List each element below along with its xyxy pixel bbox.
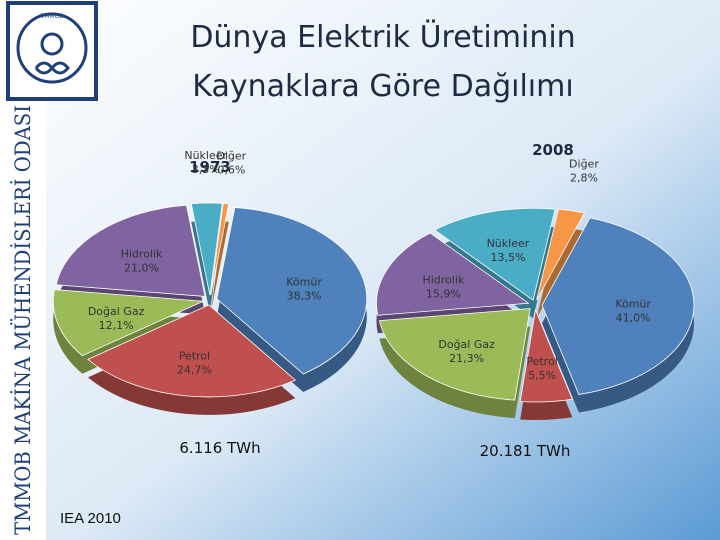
- title-line: Dünya Elektrik Üretiminin: [190, 19, 575, 55]
- pie-chart: 1973 6.116 TWh Kömür 38,3% Petrol 24,7% Doğal …: [52, 149, 368, 457]
- slice-category: Petrol: [179, 349, 210, 362]
- slice-value: 13,5%: [490, 251, 525, 264]
- chart-title: 1973: [189, 158, 231, 176]
- slice: [536, 208, 586, 301]
- slice-label: Diğer 0,6%: [216, 149, 246, 176]
- slice-value: 38,3%: [287, 289, 322, 302]
- slice-label: Petrol 5,5%: [526, 355, 557, 382]
- slice-label: Hidrolik 15,9%: [422, 273, 464, 300]
- slice: [52, 289, 204, 357]
- slice: [55, 204, 206, 297]
- slice-label: Nükleer 13,5%: [487, 237, 530, 264]
- source: IEA 2010: [60, 510, 121, 527]
- slice-value: 21,3%: [449, 352, 484, 365]
- slice-category: Doğal Gaz: [88, 305, 145, 318]
- slice-category: Diğer: [569, 157, 599, 170]
- slice-value: 12,1%: [99, 319, 134, 332]
- slice-label: Doğal Gaz 12,1%: [88, 305, 145, 332]
- chart-title: 2008: [532, 141, 574, 159]
- slice-value: 2,8%: [570, 171, 598, 184]
- slice-category: Doğal Gaz: [438, 338, 495, 351]
- slice-value: 21,0%: [124, 261, 159, 274]
- slice-label: Doğal Gaz 21,3%: [438, 338, 495, 365]
- slice-category: Kömür: [615, 297, 651, 310]
- slice-value: 24,7%: [177, 363, 212, 376]
- slice-category: Hidrolik: [422, 273, 464, 286]
- total-label: 20.181 TWh: [480, 442, 571, 460]
- slice-label: Petrol 24,7%: [177, 349, 212, 376]
- slice-value: 0,6%: [217, 163, 245, 176]
- slice: [378, 308, 531, 401]
- slice: [433, 207, 556, 301]
- slice: [541, 217, 695, 395]
- logo: TMMOB: [6, 1, 98, 101]
- side-text: TMMOB MAKİNA MÜHENDİSLERİ ODASI: [10, 105, 35, 535]
- slice: [87, 304, 297, 398]
- slice: [519, 308, 573, 403]
- slice-side: [210, 221, 229, 314]
- slice-value: 41,0%: [616, 311, 651, 324]
- slice: [216, 207, 368, 375]
- title-line: Kaynaklara Göre Dağılımı: [192, 69, 573, 104]
- slice-category: Nükleer: [487, 237, 530, 250]
- slice-value: 3,3%: [192, 163, 220, 176]
- slice-category: Diğer: [216, 149, 246, 162]
- total-label: 6.116 TWh: [179, 439, 260, 457]
- slice-label: Kömür 41,0%: [615, 297, 651, 324]
- slice-category: Hidrolik: [121, 247, 163, 260]
- slice-label: Nükleer 3,3%: [184, 149, 227, 176]
- slice-category: Nükleer: [184, 149, 227, 162]
- slice: [210, 202, 230, 296]
- pie-chart: 2008 20.181 TWh Kömür 41,0% Petrol 5,5% Doğal …: [376, 141, 695, 460]
- slice-label: Diğer 2,8%: [569, 157, 599, 184]
- logo-text: TMMOB: [40, 13, 64, 20]
- slice-value: 5,5%: [528, 369, 556, 382]
- slice-value: 15,9%: [426, 287, 461, 300]
- slice-category: Kömür: [286, 275, 322, 288]
- slice: [190, 202, 223, 296]
- slice: [376, 232, 530, 316]
- slice-category: Petrol: [526, 355, 557, 368]
- slice-label: Hidrolik 21,0%: [121, 247, 163, 274]
- slice-label: Kömür 38,3%: [286, 275, 322, 302]
